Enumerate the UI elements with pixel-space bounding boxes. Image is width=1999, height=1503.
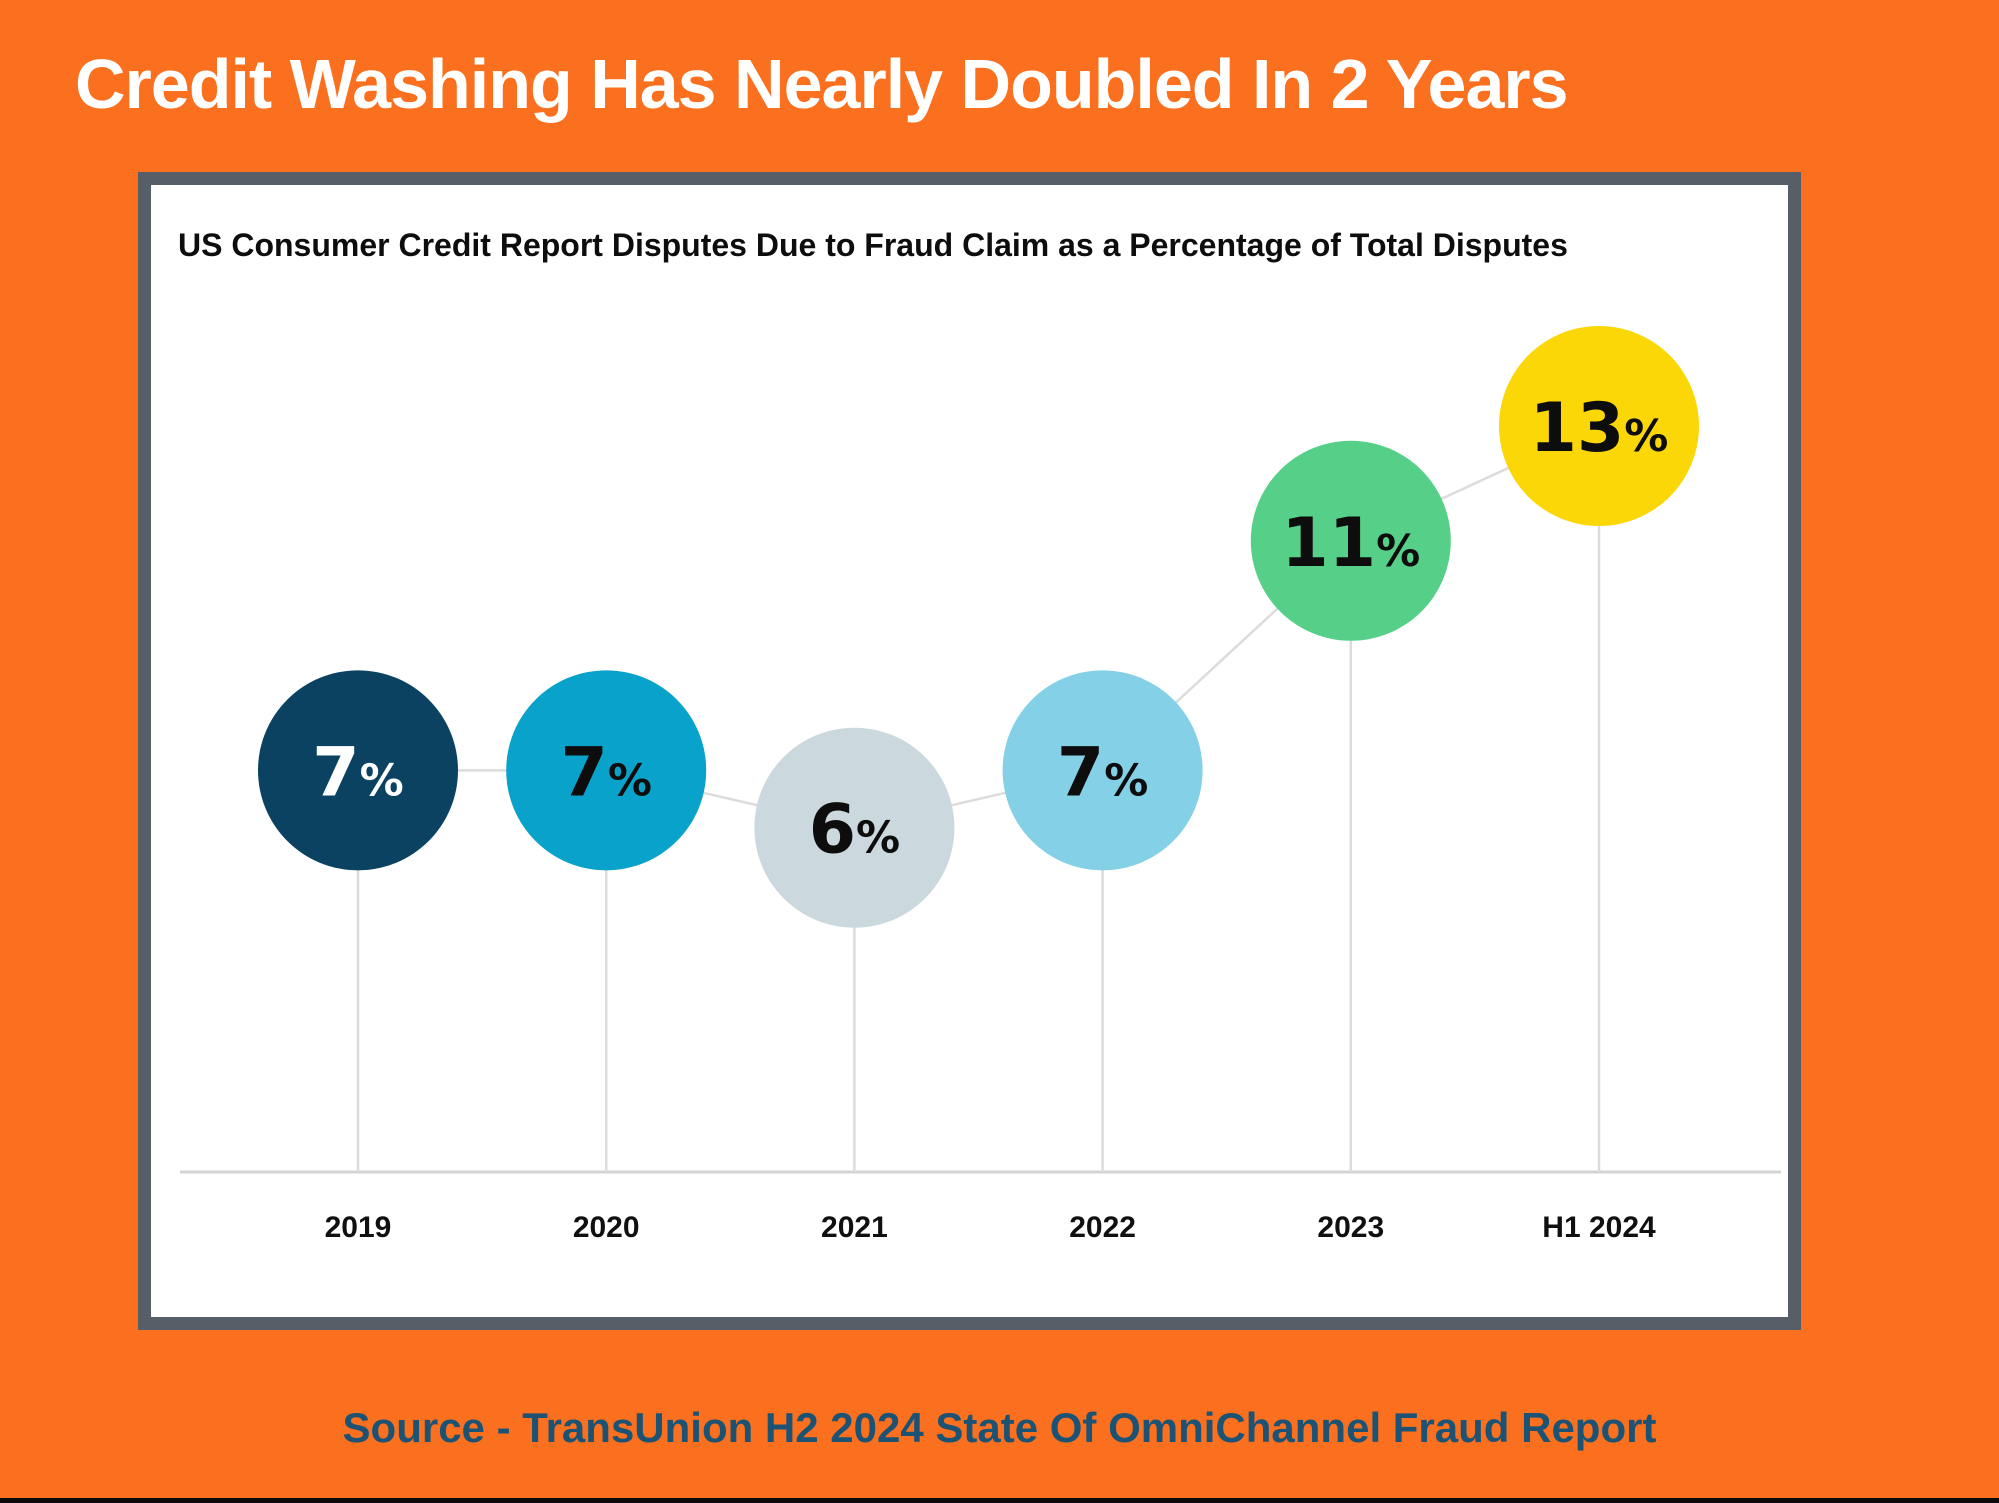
- x-axis-label-2019: 2019: [325, 1211, 392, 1244]
- x-axis-label-2023: 2023: [1317, 1211, 1384, 1244]
- data-point-2020: [506, 670, 707, 871]
- x-axis-label-2022: 2022: [1069, 1211, 1136, 1244]
- data-point-2021: [754, 727, 955, 928]
- data-label-2022: 7%: [1057, 733, 1148, 812]
- data-point-2022: [1002, 670, 1203, 871]
- lollipop-bubble-chart: 7% 7% 6% 7% 11% 13% 2019 2020 2021 2022 2023 H1 202…: [180, 326, 1781, 1244]
- data-label-2023: 11%: [1281, 504, 1420, 583]
- data-point-h1-2024: [1499, 326, 1699, 527]
- data-label-h1-2024: 13%: [1530, 389, 1669, 468]
- data-label-2019: 7%: [312, 733, 403, 812]
- page-title: Credit Washing Has Nearly Doubled In 2 Y…: [75, 45, 1569, 123]
- x-axis-label-2020: 2020: [573, 1211, 640, 1244]
- source-caption: Source - TransUnion H2 2024 State Of Omn…: [342, 1404, 1657, 1451]
- chart-title: US Consumer Credit Report Disputes Due t…: [178, 227, 1568, 263]
- bottom-bar: [0, 1498, 1999, 1503]
- data-point-2023: [1250, 440, 1451, 641]
- data-label-2020: 7%: [560, 733, 651, 812]
- x-axis-label-h1-2024: H1 2024: [1542, 1211, 1656, 1244]
- chart-card: 7% 7% 6% 7% 11% 13% 2019 2020 2021 2022 2023 H1 202…: [138, 172, 1801, 1330]
- data-label-2021: 6%: [809, 791, 900, 870]
- x-axis-label-2021: 2021: [821, 1211, 888, 1244]
- data-point-2019: [258, 670, 458, 871]
